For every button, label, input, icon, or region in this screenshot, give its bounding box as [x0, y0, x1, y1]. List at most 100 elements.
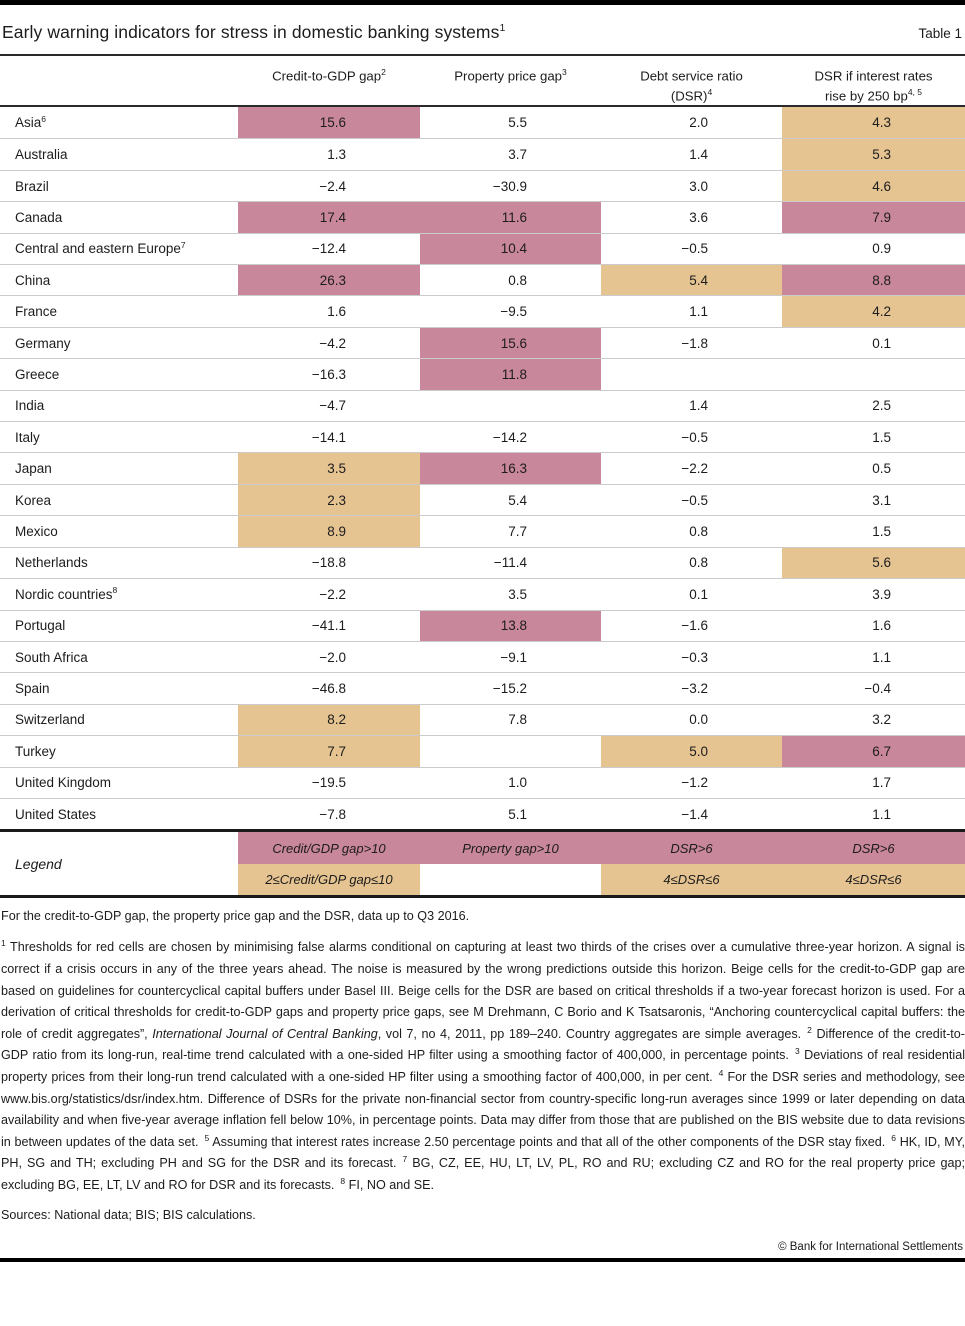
footnote-8-text: FI, NO and SE.	[348, 1177, 435, 1192]
legend-beige-dsr-stressed: 4≤DSR≤6	[782, 863, 965, 896]
title-footnote-marker: 1	[499, 22, 506, 35]
country-cell: Greece	[15, 366, 60, 382]
value-cell-property-gap: 16.3	[420, 453, 601, 484]
value-cell-dsr-stressed: 1.1	[872, 806, 891, 822]
page-title: Early warning indicators for stress in d…	[2, 22, 506, 42]
value-cell-dsr: 0.8	[689, 555, 708, 571]
table-row: Australia 1.3 3.7 1.4 5.3	[0, 138, 965, 170]
value-cell-dsr: −1.4	[681, 806, 708, 822]
value-cell-property-gap: 5.4	[508, 492, 527, 508]
table-row: Germany −4.2 15.6 −1.8 0.1	[0, 326, 965, 359]
value-cell-dsr-stressed: 3.9	[872, 586, 891, 602]
value-cell-dsr-stressed: 1.5	[872, 429, 891, 445]
footnote-3-marker: 3	[794, 1046, 800, 1057]
value-cell-dsr-stressed: 4.3	[782, 107, 965, 139]
footnote-4-text: For the DSR series and methodology, see …	[1, 1069, 965, 1149]
footnote-5-marker: 5	[204, 1132, 210, 1143]
country-cell: Central and eastern Europe 7	[15, 239, 186, 257]
country-cell: France	[15, 304, 58, 320]
value-cell-credit-gap: 2.3	[238, 484, 420, 516]
footnote-6-marker: 6	[891, 1132, 896, 1143]
value-cell-property-gap: 7.7	[508, 523, 527, 539]
title-rule	[0, 54, 965, 56]
value-cell-credit-gap: −4.2	[319, 335, 346, 351]
column-header-country	[0, 64, 238, 105]
country-cell: Mexico	[15, 523, 58, 539]
table-row: United Kingdom −19.5 1.0 −1.2 1.7	[0, 766, 965, 798]
value-cell-credit-gap: −18.8	[311, 555, 346, 571]
top-divider-bar	[0, 0, 965, 5]
value-cell-dsr-stressed: 8.8	[782, 265, 965, 296]
table-row: Brazil −2.4 −30.9 3.0 4.6	[0, 169, 965, 202]
country-cell: China	[15, 272, 51, 288]
value-cell-credit-gap: −46.8	[311, 681, 346, 697]
value-cell-credit-gap: −2.4	[319, 178, 346, 194]
value-cell-property-gap: −11.4	[493, 555, 527, 571]
value-cell-credit-gap: 26.3	[238, 265, 420, 296]
value-cell-property-gap: −15.2	[492, 681, 527, 697]
value-cell-property-gap	[420, 391, 601, 421]
country-cell: Germany	[15, 335, 71, 351]
table-row: Canada 17.4 11.6 3.6 7.9	[0, 201, 965, 233]
footnote-7-marker: 7	[402, 1154, 408, 1165]
table-body: Asia 6 15.6 5.5 2.0 4.3 Australia 1.3 3.7…	[0, 107, 965, 829]
country-cell: Japan	[15, 461, 52, 477]
value-cell-dsr-stressed: −0.4	[864, 681, 891, 697]
country-cell: Netherlands	[15, 555, 88, 571]
footnote-6-text: HK, ID, MY, PH, SG and TH; excluding PH …	[1, 1134, 965, 1171]
copyright-line: © Bank for International Settlements	[778, 1241, 963, 1254]
value-cell-property-gap: −30.9	[492, 178, 527, 194]
country-cell: United Kingdom	[15, 775, 112, 791]
value-cell-property-gap: 7.8	[508, 712, 527, 728]
legend-red-credit-gap: Credit/GDP gap>10	[238, 832, 420, 864]
value-cell-credit-gap: −7.8	[319, 806, 346, 822]
footnote-3-text: Deviations of real residential property …	[1, 1048, 965, 1084]
value-cell-credit-gap: −12.4	[311, 241, 346, 257]
value-cell-dsr-stressed: 3.2	[872, 712, 891, 728]
table-row: Asia 6 15.6 5.5 2.0 4.3	[0, 107, 965, 139]
country-cell: Brazil	[15, 178, 49, 194]
country-cell: Spain	[15, 681, 50, 697]
value-cell-property-gap: −14.2	[492, 429, 527, 445]
value-cell-dsr-stressed: 7.9	[782, 202, 965, 233]
footnote-2-text: Difference of the credit-to-GDP ratio fr…	[1, 1026, 965, 1063]
data-coverage-note: For the credit-to-GDP gap, the property …	[1, 909, 470, 924]
value-cell-dsr: 3.6	[689, 209, 708, 225]
title-row: Early warning indicators for stress in d…	[0, 5, 965, 54]
header-rule	[0, 105, 965, 107]
legend-red-dsr-stressed: DSR>6	[782, 832, 965, 864]
value-cell-property-gap: 3.5	[508, 586, 527, 602]
value-cell-dsr: −2.2	[681, 461, 708, 477]
value-cell-credit-gap: 15.6	[238, 107, 420, 139]
legend-top-rule	[0, 829, 965, 833]
footnote-1-marker: 1	[1, 938, 6, 949]
column-header-credit-to-gdp-gap: Credit-to-GDP gap2	[272, 67, 386, 84]
value-cell-property-gap: 5.5	[508, 115, 527, 131]
country-cell: India	[15, 398, 45, 414]
value-cell-dsr: −0.5	[681, 492, 708, 508]
table-number-label: Table 1	[918, 26, 962, 41]
value-cell-dsr-stressed: 0.1	[872, 335, 891, 351]
table-row: Spain −46.8 −15.2 −3.2 −0.4	[0, 672, 965, 703]
table-row: Korea 2.3 5.4 −0.5 3.1	[0, 483, 965, 516]
table-row: Japan 3.5 16.3 −2.2 0.5	[0, 452, 965, 484]
table-row: Greece −16.3 11.8	[0, 358, 965, 390]
country-cell: Australia	[15, 147, 68, 163]
value-cell-dsr-stressed: 2.5	[872, 398, 891, 414]
value-cell-dsr: −3.2	[681, 681, 708, 697]
value-cell-credit-gap: −14.1	[311, 429, 346, 445]
value-cell-dsr-stressed: 5.6	[782, 547, 965, 579]
value-cell-credit-gap: 8.2	[238, 704, 420, 736]
column-header-dsr-stressed: DSR if interest rates rise by 250 bp4, 5	[814, 68, 933, 104]
journal-title: International Journal of Central Banking	[152, 1026, 378, 1041]
value-cell-dsr: 1.1	[689, 304, 708, 320]
value-cell-credit-gap: −19.5	[311, 775, 346, 791]
footnote-8-marker: 8	[340, 1175, 346, 1186]
legend-red-dsr: DSR>6	[601, 832, 782, 864]
value-cell-dsr-stressed: 0.9	[872, 241, 891, 257]
value-cell-dsr-stressed: 5.3	[782, 139, 965, 170]
value-cell-dsr-stressed: 4.6	[782, 170, 965, 202]
value-cell-property-gap: 0.8	[508, 272, 527, 288]
value-cell-property-gap: 10.4	[420, 233, 601, 265]
value-cell-dsr	[601, 359, 782, 389]
